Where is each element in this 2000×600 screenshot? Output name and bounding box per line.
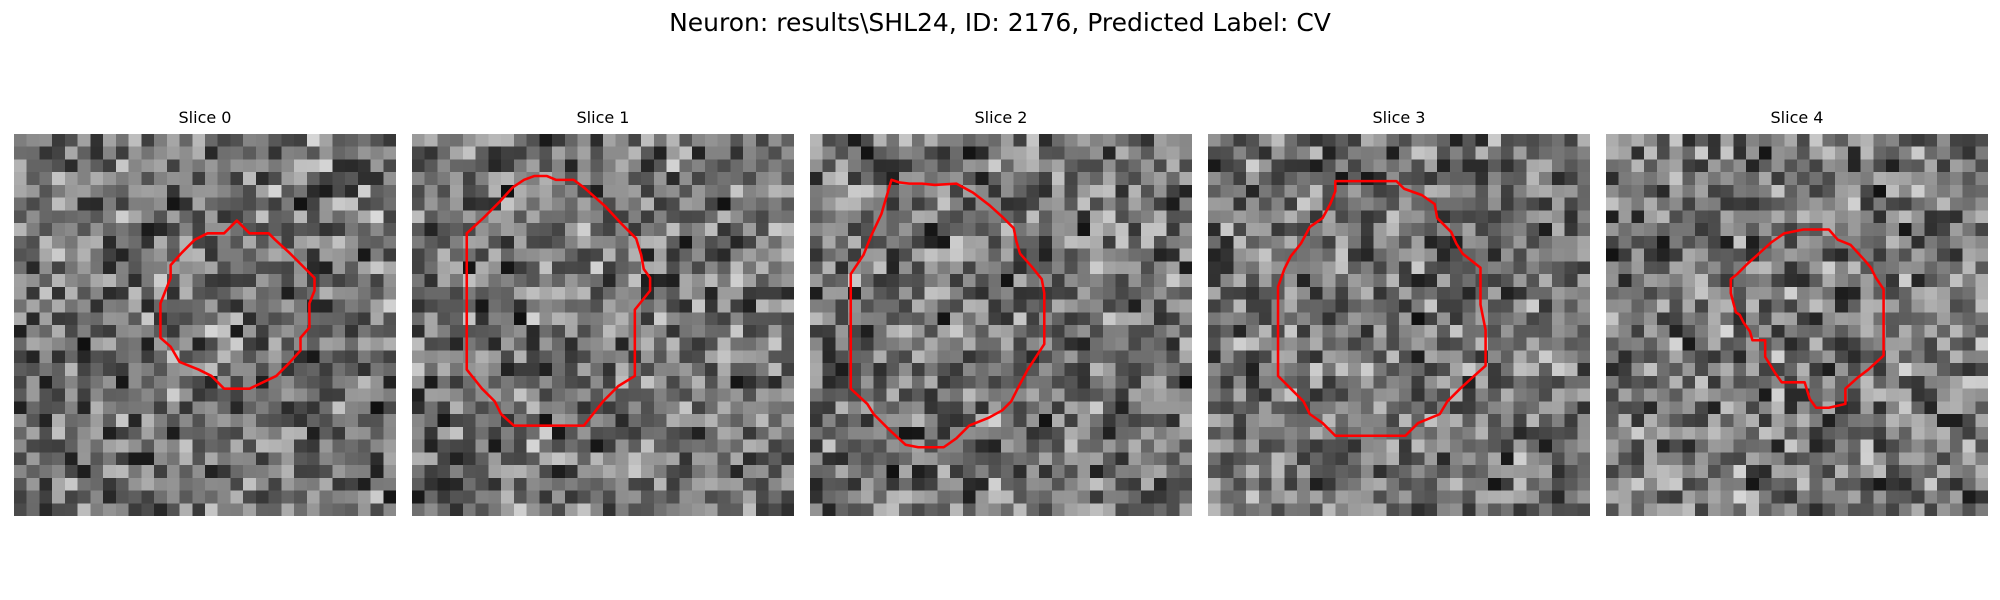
slice-title: Slice 4 — [1770, 108, 1824, 127]
pixel-grid — [1208, 134, 1590, 516]
pixel-grid — [810, 134, 1192, 516]
red-contour — [159, 219, 316, 390]
figure-title: Neuron: results\SHL24, ID: 2176, Predict… — [669, 8, 1331, 37]
red-contour — [1276, 179, 1487, 438]
pixel-grid — [412, 134, 794, 516]
slice-panel-3: Slice 3 — [1208, 108, 1590, 516]
slice-title: Slice 2 — [974, 108, 1028, 127]
red-contour — [849, 178, 1046, 449]
slice-panel-4: Slice 4 — [1606, 108, 1988, 516]
slice-panel-0: Slice 0 — [14, 108, 396, 516]
slice-image — [1208, 134, 1590, 516]
slice-panel-1: Slice 1 — [412, 108, 794, 516]
slice-image — [14, 134, 396, 516]
slice-image — [412, 134, 794, 516]
pixel-grid — [1606, 134, 1988, 516]
slice-title: Slice 0 — [178, 108, 232, 127]
slice-image — [810, 134, 1192, 516]
slice-title: Slice 3 — [1372, 108, 1426, 127]
red-contour — [465, 174, 652, 427]
slice-panel-2: Slice 2 — [810, 108, 1192, 516]
red-contour — [1729, 228, 1885, 410]
slice-image — [1606, 134, 1988, 516]
pixel-grid — [14, 134, 396, 516]
slice-title: Slice 1 — [576, 108, 630, 127]
